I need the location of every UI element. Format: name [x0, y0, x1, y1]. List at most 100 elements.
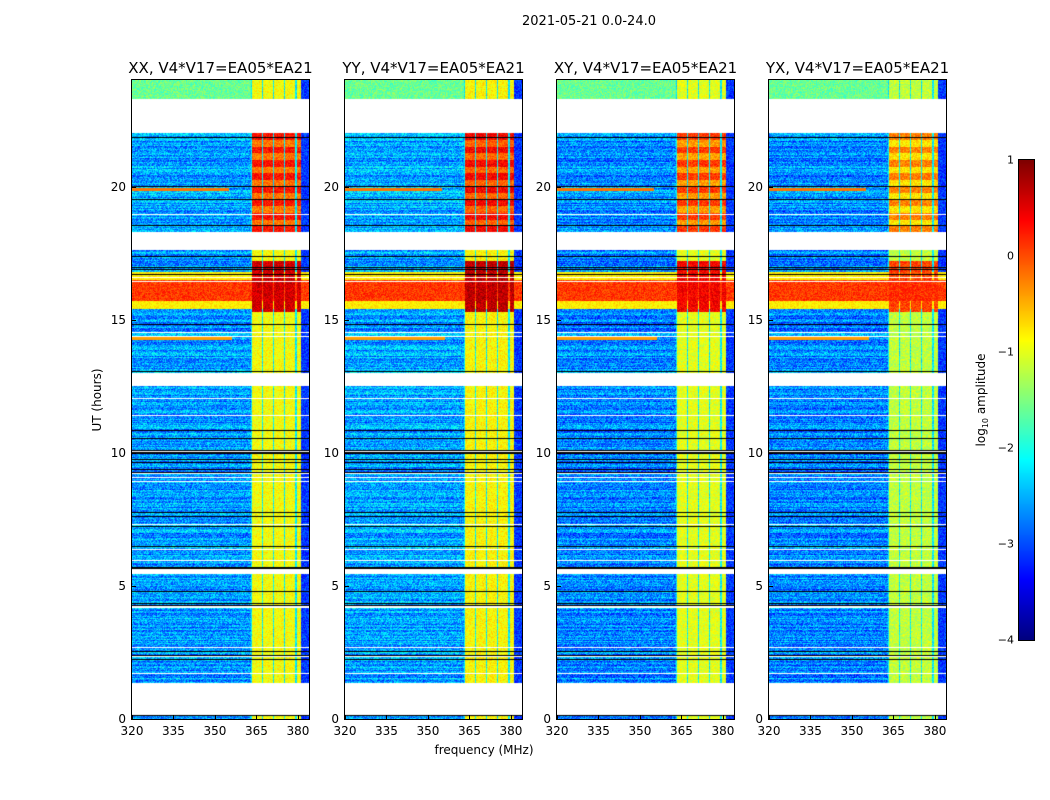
y-tick-mark — [345, 719, 349, 720]
x-tick-mark — [469, 715, 471, 719]
colorbar-label: log10 amplitude — [974, 354, 990, 447]
y-tick-mark — [557, 319, 561, 321]
x-tick-label: 365 — [882, 724, 905, 738]
y-tick-mark — [132, 719, 136, 720]
y-tick-label: 15 — [535, 312, 551, 327]
y-tick-mark — [132, 186, 136, 188]
y-tick-mark — [345, 585, 349, 587]
y-axis-label: UT (hours) — [90, 368, 104, 432]
y-tick-label: 20 — [323, 179, 339, 194]
x-tick-label: 335 — [375, 724, 398, 738]
x-tick-mark — [297, 715, 299, 719]
colorbar-tick-label: 1 — [1007, 153, 1014, 167]
waterfall-heatmap — [769, 80, 946, 719]
y-tick-mark — [557, 452, 561, 454]
waterfall-heatmap — [345, 80, 522, 719]
x-tick-mark — [557, 715, 558, 719]
x-tick-label: 380 — [711, 724, 735, 738]
y-tick-label: 0 — [118, 712, 126, 726]
x-tick-mark — [639, 715, 641, 719]
panel-title: XY, V4*V17=EA05*EA21 — [553, 59, 738, 77]
x-tick-mark — [893, 715, 895, 719]
x-axis-label: frequency (MHz) — [434, 743, 534, 757]
x-tick-mark — [722, 715, 724, 719]
figure-title: 2021-05-21 0.0-24.0 — [522, 14, 656, 29]
colorbar — [1018, 159, 1035, 641]
panel-title: YY, V4*V17=EA05*EA21 — [342, 59, 525, 77]
y-tick-mark — [557, 585, 561, 587]
x-tick-mark — [173, 715, 175, 719]
x-tick-label: 335 — [587, 724, 610, 738]
x-tick-mark — [598, 715, 600, 719]
x-tick-mark — [769, 715, 770, 719]
y-tick-label: 10 — [110, 445, 126, 460]
waterfall-heatmap — [557, 80, 734, 719]
colorbar-tick-label: −4 — [997, 633, 1014, 647]
y-tick-label: 5 — [118, 578, 126, 593]
y-tick-mark — [132, 319, 136, 321]
y-tick-label: 10 — [323, 445, 339, 460]
colorbar-tick-label: −1 — [997, 345, 1014, 359]
y-tick-label: 15 — [110, 312, 126, 327]
waterfall-panel-4 — [768, 79, 947, 720]
panel-title: YX, V4*V17=EA05*EA21 — [765, 59, 950, 77]
x-tick-label: 320 — [545, 724, 569, 738]
x-tick-label: 320 — [120, 724, 144, 738]
x-tick-label: 320 — [333, 724, 357, 738]
y-tick-mark — [769, 319, 773, 321]
x-tick-mark — [427, 715, 429, 719]
x-tick-label: 350 — [203, 724, 227, 738]
colorbar-label-sub: 10 — [981, 417, 991, 429]
y-tick-mark — [345, 186, 349, 188]
y-tick-label: 5 — [331, 578, 339, 593]
colorbar-tick-label: −3 — [997, 537, 1014, 551]
colorbar-tick-label: −2 — [997, 441, 1014, 455]
x-tick-mark — [345, 715, 346, 719]
colorbar-gradient — [1019, 160, 1034, 640]
y-tick-label: 5 — [755, 578, 763, 593]
y-tick-mark — [769, 719, 773, 720]
y-tick-mark — [345, 452, 349, 454]
x-tick-label: 335 — [799, 724, 822, 738]
y-tick-label: 20 — [535, 179, 551, 194]
colorbar-tick-label: 0 — [1007, 249, 1014, 263]
x-tick-label: 350 — [840, 724, 864, 738]
x-tick-label: 380 — [499, 724, 523, 738]
colorbar-label-main: log — [973, 428, 988, 447]
y-tick-label: 5 — [543, 578, 551, 593]
y-tick-label: 0 — [755, 712, 763, 726]
waterfall-heatmap — [132, 80, 309, 719]
y-tick-label: 0 — [331, 712, 339, 726]
y-tick-mark — [769, 452, 773, 454]
x-tick-label: 335 — [162, 724, 185, 738]
x-tick-mark — [510, 715, 512, 719]
x-tick-mark — [851, 715, 853, 719]
y-tick-mark — [557, 186, 561, 188]
x-tick-mark — [681, 715, 683, 719]
y-tick-mark — [769, 186, 773, 188]
y-tick-label: 10 — [747, 445, 763, 460]
y-tick-label: 0 — [543, 712, 551, 726]
x-tick-label: 380 — [286, 724, 310, 738]
colorbar-label-rest: amplitude — [973, 353, 988, 418]
x-tick-mark — [386, 715, 388, 719]
x-tick-mark — [934, 715, 936, 719]
x-tick-label: 350 — [416, 724, 440, 738]
x-tick-mark — [214, 715, 216, 719]
x-tick-label: 380 — [923, 724, 947, 738]
y-tick-label: 20 — [747, 179, 763, 194]
y-tick-mark — [769, 585, 773, 587]
x-tick-label: 350 — [628, 724, 652, 738]
x-tick-mark — [132, 715, 133, 719]
x-tick-label: 320 — [757, 724, 781, 738]
x-tick-label: 365 — [245, 724, 268, 738]
x-tick-label: 365 — [670, 724, 693, 738]
y-tick-label: 15 — [747, 312, 763, 327]
y-tick-mark — [132, 452, 136, 454]
panel-title: XX, V4*V17=EA05*EA21 — [128, 59, 313, 77]
y-tick-label: 20 — [110, 179, 126, 194]
y-tick-mark — [557, 719, 561, 720]
waterfall-panel-2 — [344, 79, 523, 720]
y-tick-label: 10 — [535, 445, 551, 460]
y-tick-mark — [132, 585, 136, 587]
